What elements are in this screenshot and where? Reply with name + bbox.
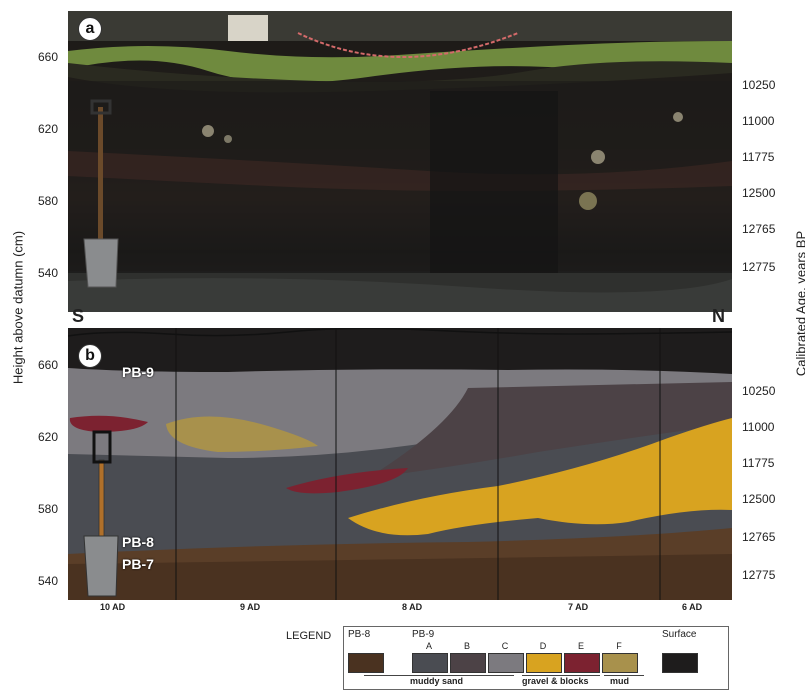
- north-mark: N: [712, 306, 725, 327]
- panel-b-ytick: 540: [28, 574, 58, 588]
- panel-a-photo: a: [68, 11, 732, 312]
- panel-b-age-tick: 11775: [742, 456, 802, 470]
- legend-group-muddy-sand: muddy sand: [410, 676, 463, 686]
- stratigraphy-illustration: [68, 328, 732, 600]
- unit-pb7-label: PB-7: [122, 556, 154, 572]
- panel-b-ytick: 620: [28, 430, 58, 444]
- panel-a-ytick: 620: [28, 122, 58, 136]
- panel-b-age-tick: 12775: [742, 568, 802, 582]
- panel-b-age-tick: 11000: [742, 420, 802, 434]
- legend-letter: E: [564, 641, 598, 651]
- legend-swatch-c: [488, 653, 524, 673]
- legend-surface-header: Surface: [662, 629, 696, 640]
- legend-swatch-f: [602, 653, 638, 673]
- left-axis-label: Height above datumn (cm): [11, 228, 26, 388]
- panel-a-age-tick: 10250: [742, 78, 802, 92]
- right-axis-label: Calibrated Age. years BP: [794, 219, 805, 389]
- panel-a-age-tick: 11775: [742, 150, 802, 164]
- legend-letter: C: [488, 641, 522, 651]
- legend-swatch-surface: [662, 653, 698, 673]
- unit-pb9-label: PB-9: [122, 364, 154, 380]
- panel-a-badge: a: [78, 17, 102, 41]
- segment-label: 9 AD: [240, 602, 260, 612]
- trench-photo-illustration: [68, 11, 732, 312]
- panel-a-ytick: 580: [28, 194, 58, 208]
- segment-label: 6 AD: [682, 602, 702, 612]
- legend-letter: B: [450, 641, 484, 651]
- segment-label: 8 AD: [402, 602, 422, 612]
- panel-a-age-tick: 11000: [742, 114, 802, 128]
- panel-a-ytick: 540: [28, 266, 58, 280]
- south-mark: S: [72, 306, 84, 327]
- legend-group-mud: mud: [610, 676, 629, 686]
- legend-swatch-d: [526, 653, 562, 673]
- panel-b-ytick: 580: [28, 502, 58, 516]
- legend-group-gravel: gravel & blocks: [522, 676, 589, 686]
- legend-letter: A: [412, 641, 446, 651]
- legend-swatch-b: [450, 653, 486, 673]
- legend-pb9-header: PB-9: [412, 629, 434, 640]
- segment-label: 10 AD: [100, 602, 125, 612]
- legend-letter: D: [526, 641, 560, 651]
- panel-b-age-tick: 12765: [742, 530, 802, 544]
- panel-b-age-tick: 12500: [742, 492, 802, 506]
- panel-a-age-tick: 12500: [742, 186, 802, 200]
- panel-b-badge: b: [78, 344, 102, 368]
- legend-letter: F: [602, 641, 636, 651]
- legend-box: PB-8 PB-9 Surface A B C D E F muddy sand…: [343, 626, 729, 690]
- segment-label: 7 AD: [568, 602, 588, 612]
- panel-a-ytick: 660: [28, 50, 58, 64]
- legend-swatch-e: [564, 653, 600, 673]
- panel-b-section: b S N PB-9 PB-8 PB-7: [68, 328, 732, 600]
- legend-swatch-a: [412, 653, 448, 673]
- unit-pb8-label: PB-8: [122, 534, 154, 550]
- legend-swatch-pb8: [348, 653, 384, 673]
- legend-title: LEGEND: [286, 630, 331, 642]
- panel-b-ytick: 660: [28, 358, 58, 372]
- legend-pb8-header: PB-8: [348, 629, 370, 640]
